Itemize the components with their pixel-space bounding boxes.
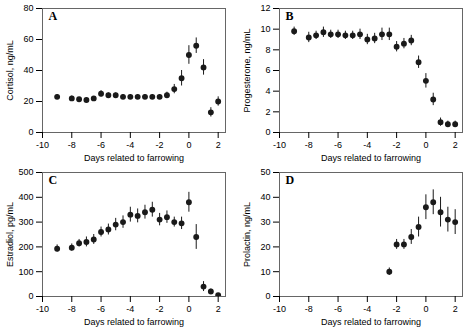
svg-text:-4: -4 — [363, 304, 371, 314]
svg-text:0: 0 — [186, 304, 191, 314]
svg-text:-10: -10 — [273, 140, 286, 150]
svg-text:-8: -8 — [68, 140, 76, 150]
svg-text:100: 100 — [18, 267, 33, 277]
svg-text:Days related to farrowing: Days related to farrowing — [321, 153, 421, 163]
svg-text:400: 400 — [18, 192, 33, 202]
svg-text:0: 0 — [423, 140, 428, 150]
svg-text:-2: -2 — [393, 304, 401, 314]
svg-text:2: 2 — [216, 140, 221, 150]
svg-text:60: 60 — [23, 34, 33, 44]
svg-text:C: C — [49, 173, 58, 187]
svg-text:-2: -2 — [156, 140, 164, 150]
svg-text:500: 500 — [18, 167, 33, 177]
svg-text:0: 0 — [186, 140, 191, 150]
svg-text:-10: -10 — [36, 140, 49, 150]
svg-text:40: 40 — [23, 65, 33, 75]
svg-text:10: 10 — [260, 267, 270, 277]
svg-text:-2: -2 — [156, 304, 164, 314]
svg-text:Cortisol, ng/mL: Cortisol, ng/mL — [5, 40, 15, 101]
svg-text:-2: -2 — [393, 140, 401, 150]
svg-text:200: 200 — [18, 242, 33, 252]
svg-text:20: 20 — [260, 242, 270, 252]
svg-text:0: 0 — [28, 127, 33, 137]
svg-text:-6: -6 — [334, 304, 342, 314]
svg-text:Days related to farrowing: Days related to farrowing — [321, 317, 421, 327]
svg-text:80: 80 — [23, 3, 33, 13]
svg-text:0: 0 — [265, 291, 270, 301]
svg-text:2: 2 — [453, 140, 458, 150]
svg-text:-4: -4 — [363, 140, 371, 150]
svg-text:50: 50 — [260, 167, 270, 177]
svg-text:Days related to farrowing: Days related to farrowing — [84, 153, 184, 163]
svg-text:2: 2 — [216, 304, 221, 314]
svg-text:-6: -6 — [97, 304, 105, 314]
svg-text:Estradiol, pg/mL: Estradiol, pg/mL — [5, 202, 15, 267]
svg-text:B: B — [286, 9, 294, 23]
svg-text:Prolactin, ng/mL: Prolactin, ng/mL — [242, 202, 252, 267]
svg-text:D: D — [286, 173, 295, 187]
svg-text:-10: -10 — [273, 304, 286, 314]
svg-text:0: 0 — [28, 291, 33, 301]
svg-text:30: 30 — [260, 217, 270, 227]
svg-text:-6: -6 — [334, 140, 342, 150]
svg-text:-8: -8 — [305, 304, 313, 314]
svg-text:300: 300 — [18, 217, 33, 227]
svg-text:-4: -4 — [126, 304, 134, 314]
svg-text:-4: -4 — [126, 140, 134, 150]
svg-text:12: 12 — [260, 3, 270, 13]
svg-text:-8: -8 — [68, 304, 76, 314]
svg-text:0: 0 — [423, 304, 428, 314]
svg-text:6: 6 — [265, 65, 270, 75]
svg-text:Days related to farrowing: Days related to farrowing — [84, 317, 184, 327]
svg-text:2: 2 — [265, 107, 270, 117]
svg-text:0: 0 — [265, 127, 270, 137]
svg-text:-10: -10 — [36, 304, 49, 314]
svg-text:8: 8 — [265, 45, 270, 55]
svg-text:Progesterone, ng/mL: Progesterone, ng/mL — [242, 28, 252, 112]
svg-text:10: 10 — [260, 24, 270, 34]
svg-text:4: 4 — [265, 86, 270, 96]
svg-text:A: A — [49, 9, 58, 23]
svg-text:-6: -6 — [97, 140, 105, 150]
svg-text:20: 20 — [23, 96, 33, 106]
svg-text:-8: -8 — [305, 140, 313, 150]
svg-text:2: 2 — [453, 304, 458, 314]
svg-text:40: 40 — [260, 192, 270, 202]
